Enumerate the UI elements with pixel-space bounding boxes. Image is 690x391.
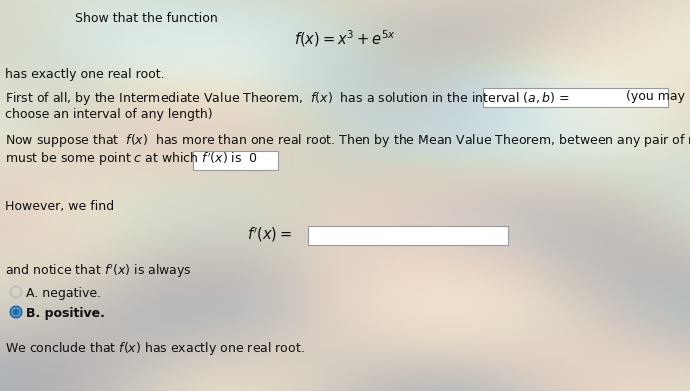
Text: $f(x) = x^3 +e^{5x}$: $f(x) = x^3 +e^{5x}$	[294, 28, 396, 49]
Text: Now suppose that  $f(x)$  has more than one real root. Then by the Mean Value Th: Now suppose that $f(x)$ has more than on…	[5, 132, 690, 149]
Text: and notice that $f'(x)$ is always: and notice that $f'(x)$ is always	[5, 262, 192, 280]
Text: First of all, by the Intermediate Value Theorem,  $f(x)$  has a solution in the : First of all, by the Intermediate Value …	[5, 90, 570, 107]
Text: We conclude that $f(x)$ has exactly one real root.: We conclude that $f(x)$ has exactly one …	[5, 340, 305, 357]
Text: B. positive.: B. positive.	[26, 307, 105, 320]
FancyBboxPatch shape	[193, 151, 278, 170]
Circle shape	[13, 309, 19, 315]
Text: choose an interval of any length): choose an interval of any length)	[5, 108, 213, 121]
Text: must be some point $c$ at which $f'(x)$ is  0: must be some point $c$ at which $f'(x)$ …	[5, 150, 258, 167]
Text: Show that the function: Show that the function	[75, 12, 218, 25]
FancyBboxPatch shape	[483, 88, 668, 107]
Text: A. negative.: A. negative.	[26, 287, 101, 300]
Text: However, we find: However, we find	[5, 200, 114, 213]
FancyBboxPatch shape	[308, 226, 508, 245]
Text: (you may: (you may	[626, 90, 685, 103]
Text: has exactly one real root.: has exactly one real root.	[5, 68, 165, 81]
Text: $f'(x) =$: $f'(x) =$	[247, 225, 292, 244]
